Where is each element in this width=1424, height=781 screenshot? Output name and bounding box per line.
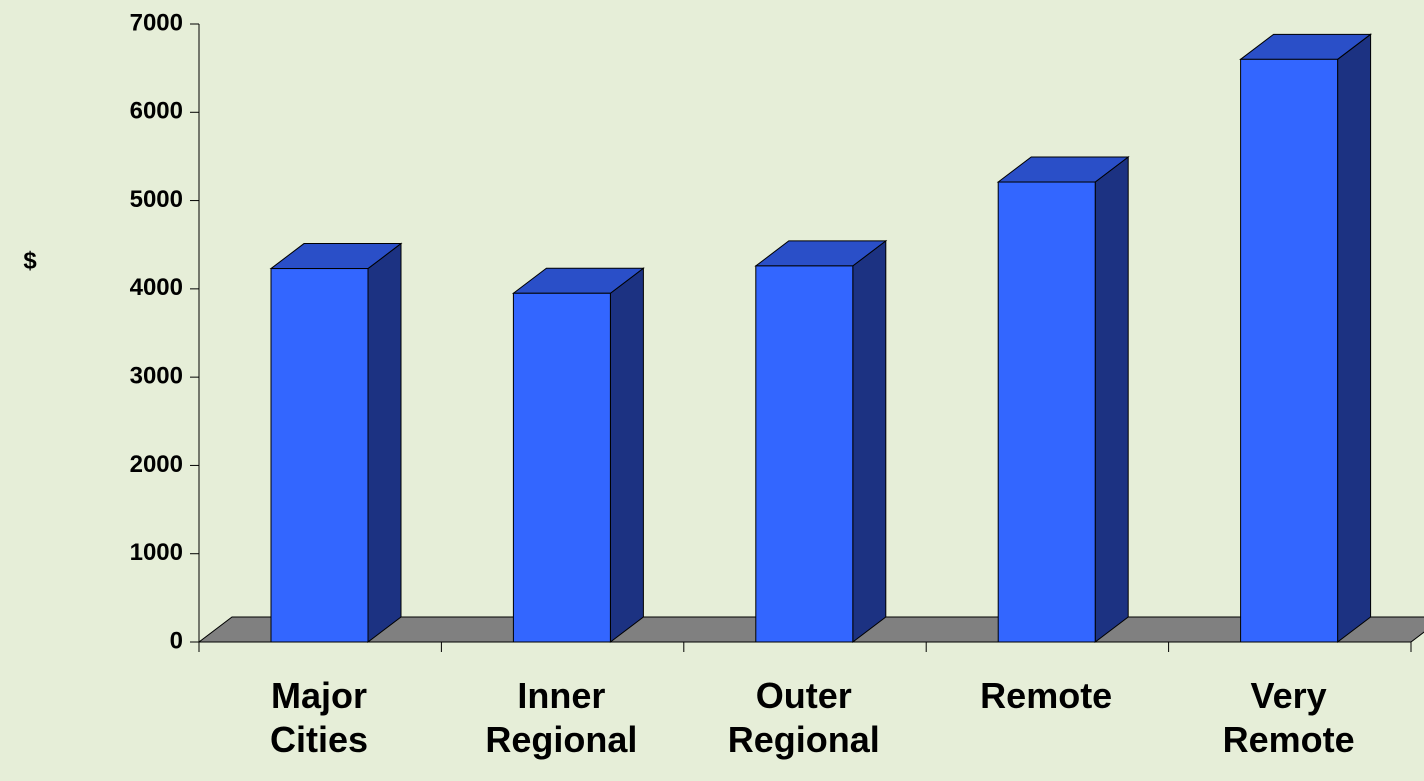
y-tick-label: 5000 (130, 186, 183, 213)
x-tick-label: Very Remote (1222, 675, 1355, 760)
x-tick-label: Inner Regional (485, 675, 638, 760)
y-tick-label: 7000 (130, 9, 183, 36)
y-tick-label: 6000 (130, 98, 183, 125)
y-tick-label: 2000 (130, 451, 183, 478)
y-tick-label: 1000 (130, 539, 183, 566)
x-tick-label: Major Cities (269, 675, 369, 760)
x-tick-label: Outer Regional (727, 675, 880, 760)
x-tick-label: Remote (980, 675, 1113, 716)
y-tick-label: 4000 (130, 274, 183, 301)
bar (270, 268, 369, 643)
bar-side (852, 239, 887, 644)
bar (997, 181, 1096, 643)
bar (755, 265, 854, 643)
y-tick-label: 3000 (130, 362, 183, 389)
bar (512, 292, 611, 643)
bar-side (1094, 156, 1129, 644)
bar-side (609, 267, 644, 644)
y-axis-label: $ (23, 247, 37, 274)
bar-side (367, 242, 402, 644)
bar-side (1337, 33, 1372, 644)
bar (1240, 58, 1339, 643)
y-tick-label: 0 (170, 627, 183, 654)
